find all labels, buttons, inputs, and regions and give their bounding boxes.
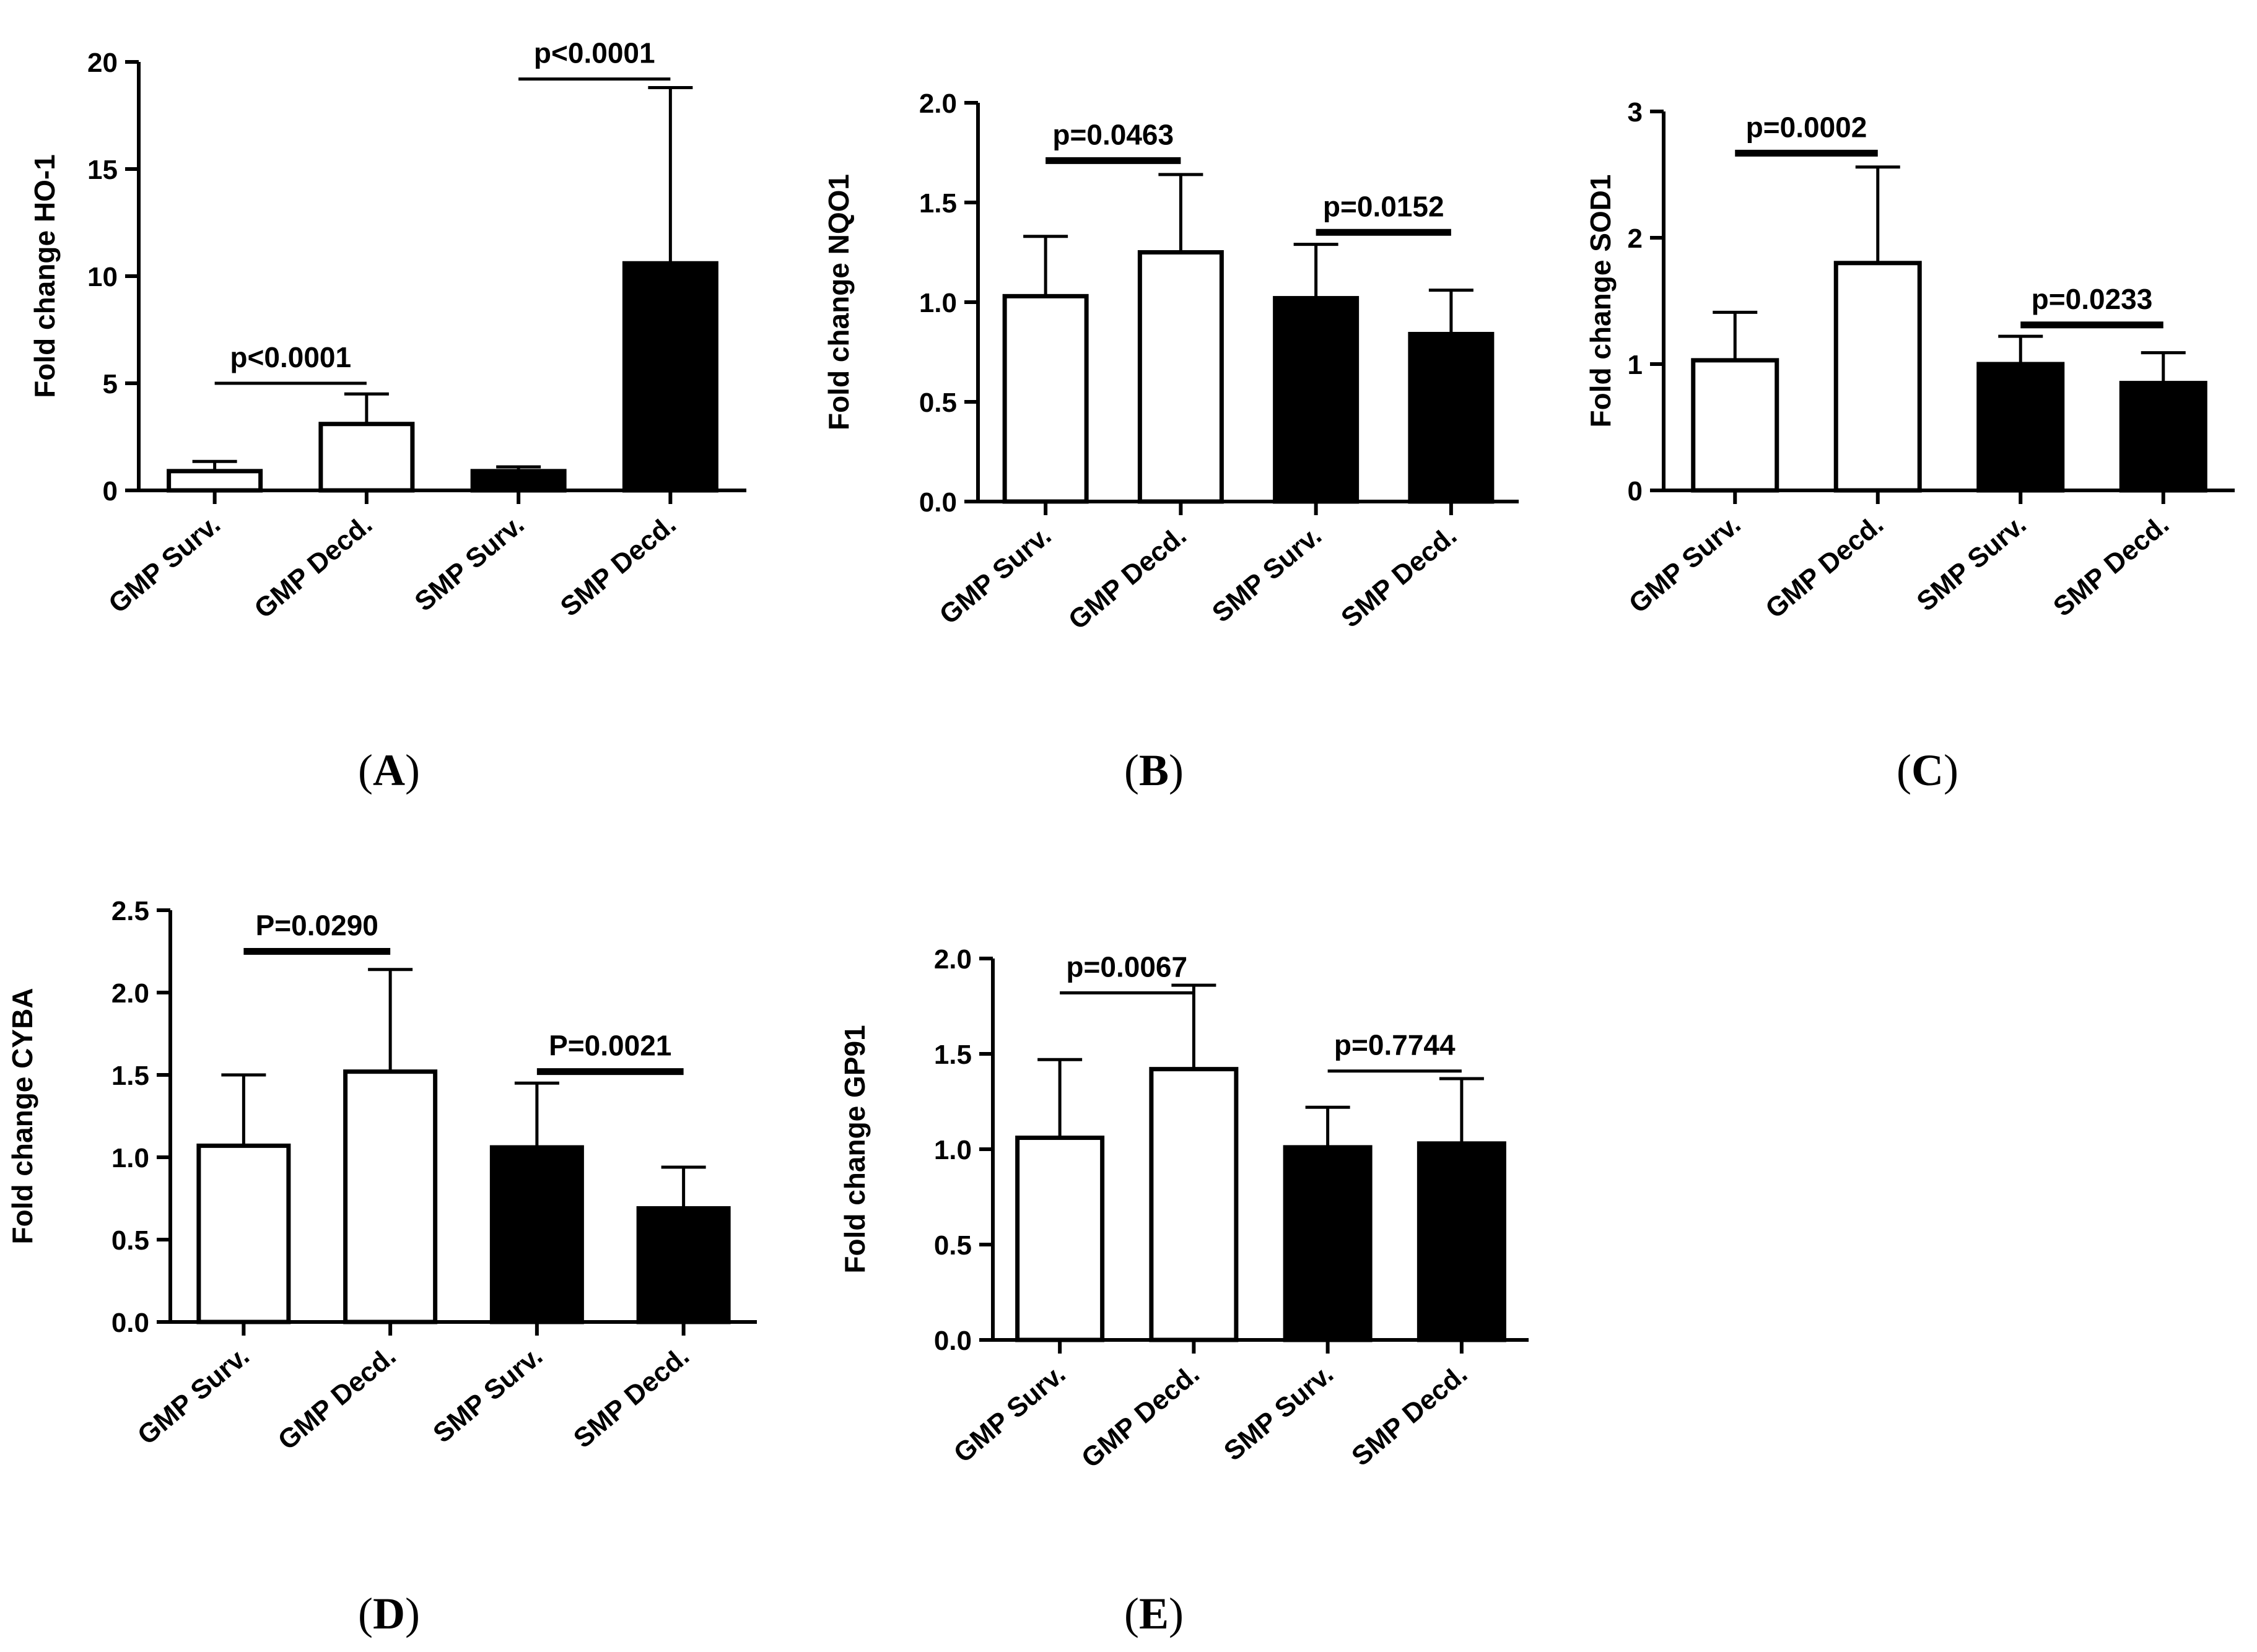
p-value-label: p<0.0001 xyxy=(534,37,655,69)
bar xyxy=(1002,293,1089,504)
p-value-label: p=0.0152 xyxy=(1323,190,1444,222)
y-tick-label: 20 xyxy=(87,48,118,78)
x-tick-label: GMP Decd. xyxy=(273,1341,402,1456)
x-tick-label: GMP Surv. xyxy=(934,520,1057,630)
x-tick-label: SMP Decd. xyxy=(1335,520,1462,633)
x-tick-label: SMP Decd. xyxy=(568,1341,695,1454)
y-tick-label: 1.5 xyxy=(934,1040,972,1070)
y-tick-label: 0.5 xyxy=(919,388,957,418)
bar xyxy=(1976,362,2065,493)
y-tick-label: 0.0 xyxy=(919,487,957,518)
x-tick-label: SMP Decd. xyxy=(2048,509,2175,622)
y-axis-title: Fold change SOD1 xyxy=(1584,175,1617,428)
y-tick-label: 1 xyxy=(1628,350,1643,380)
x-tick-label: SMP Surv. xyxy=(1207,520,1327,628)
y-tick-label: 0.0 xyxy=(111,1308,149,1338)
y-tick-label: 5 xyxy=(103,369,118,399)
y-axis-title: Fold change GP91 xyxy=(839,1025,871,1273)
bar xyxy=(167,469,263,493)
x-tick-label: SMP Decd. xyxy=(555,509,682,622)
panel-label: (A) xyxy=(358,746,420,795)
p-value-label: p=0.0233 xyxy=(2032,283,2153,315)
panel-e: 0.0 0.5 1.0 1.5 2.0 Fold change GP91 GMP Surv.… xyxy=(839,944,1529,1638)
y-tick-label: 2.0 xyxy=(111,978,149,1009)
y-tick-label: 10 xyxy=(87,262,118,292)
panel-label: (C) xyxy=(1897,746,1958,795)
y-tick-label: 1.0 xyxy=(111,1143,149,1173)
bar xyxy=(636,1206,731,1324)
bar xyxy=(470,469,567,493)
bar xyxy=(1015,1136,1105,1342)
bar xyxy=(318,422,415,493)
x-tick-label: GMP Decd. xyxy=(1063,520,1192,635)
bar xyxy=(1283,1145,1373,1342)
x-tick-label: SMP Surv. xyxy=(409,509,530,617)
x-tick-label: GMP Surv. xyxy=(132,1341,255,1451)
y-tick-label: 0.5 xyxy=(934,1230,972,1261)
bar xyxy=(1273,296,1360,504)
p-value-label: p<0.0001 xyxy=(230,341,351,373)
y-tick-label: 0 xyxy=(1628,476,1643,506)
y-tick-label: 2 xyxy=(1628,224,1643,254)
x-tick-label: GMP Decd. xyxy=(248,509,378,624)
p-value-label: p=0.7744 xyxy=(1334,1029,1456,1061)
p-value-label: p=0.0463 xyxy=(1052,118,1174,150)
panel-b: 0.0 0.5 1.0 1.5 2.0 Fold change NQO1 GMP Surv.… xyxy=(823,89,1519,795)
bar xyxy=(622,261,718,493)
y-tick-label: 0.0 xyxy=(934,1326,972,1356)
x-tick-label: SMP Surv. xyxy=(1218,1359,1339,1467)
y-tick-label: 1.0 xyxy=(919,288,957,318)
panel-label: (E) xyxy=(1124,1589,1184,1638)
y-tick-label: 0 xyxy=(103,476,118,506)
y-tick-label: 2.5 xyxy=(111,896,149,926)
p-value-label: P=0.0290 xyxy=(256,910,378,942)
x-tick-label: GMP Surv. xyxy=(948,1359,1072,1469)
bar xyxy=(343,1069,438,1324)
y-tick-label: 3 xyxy=(1628,97,1643,128)
panel-label: (B) xyxy=(1124,746,1184,795)
bar xyxy=(1691,358,1779,493)
bar xyxy=(489,1145,584,1324)
bar xyxy=(1417,1141,1506,1342)
p-value-label: p=0.0002 xyxy=(1746,111,1867,143)
y-axis-title: Fold change CYBA xyxy=(6,988,38,1244)
bar xyxy=(1833,261,1922,493)
x-tick-label: SMP Surv. xyxy=(427,1341,548,1449)
y-axis-title: Fold change HO-1 xyxy=(28,154,61,398)
bar xyxy=(2119,381,2207,493)
panel-label: (D) xyxy=(358,1589,420,1638)
x-tick-label: SMP Decd. xyxy=(1346,1359,1473,1472)
x-tick-label: SMP Surv. xyxy=(1911,509,2032,617)
p-value-label: p=0.0067 xyxy=(1066,950,1187,983)
x-tick-label: GMP Surv. xyxy=(103,509,226,619)
x-tick-label: GMP Surv. xyxy=(1623,509,1747,619)
bar xyxy=(196,1143,291,1324)
bar xyxy=(1408,332,1495,504)
y-tick-label: 1.0 xyxy=(934,1135,972,1165)
panel-d: 0.0 0.5 1.0 1.5 2.0 2.5 Fold change CYBA GMP Su… xyxy=(6,896,757,1638)
y-tick-label: 0.5 xyxy=(111,1225,149,1256)
y-tick-label: 2.0 xyxy=(919,89,957,119)
panel-a: 0 5 10 15 20 Fold change HO-1 GMP Surv. GMP Dec… xyxy=(28,37,746,795)
p-value-label: P=0.0021 xyxy=(549,1030,671,1062)
y-tick-label: 15 xyxy=(87,155,118,185)
y-axis-title: Fold change NQO1 xyxy=(823,174,855,430)
y-tick-label: 1.5 xyxy=(111,1061,149,1091)
x-tick-label: GMP Decd. xyxy=(1760,509,1889,624)
y-tick-label: 1.5 xyxy=(919,188,957,219)
x-tick-label: GMP Decd. xyxy=(1076,1359,1205,1474)
bar xyxy=(1149,1067,1239,1342)
bar xyxy=(1137,250,1224,504)
y-tick-label: 2.0 xyxy=(934,944,972,975)
